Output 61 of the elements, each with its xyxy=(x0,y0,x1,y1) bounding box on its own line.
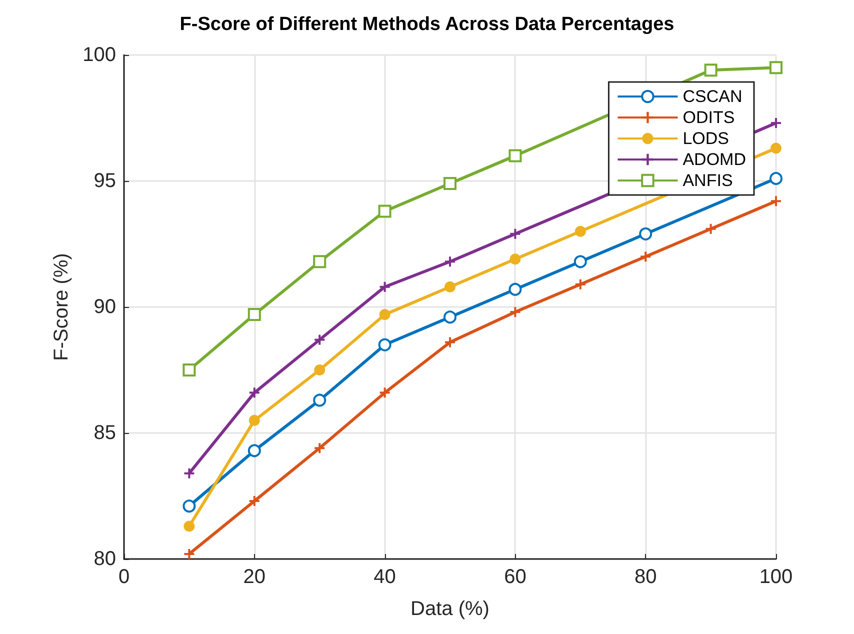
point xyxy=(444,177,456,190)
y-tick-label: 85 xyxy=(94,422,116,444)
x-tick-label: 80 xyxy=(634,566,657,588)
point xyxy=(508,149,522,162)
y-tick-label: 95 xyxy=(94,170,116,192)
point xyxy=(445,337,455,348)
legend-label: CSCAN xyxy=(682,87,742,106)
point xyxy=(704,64,718,77)
point xyxy=(313,255,326,268)
point xyxy=(771,196,781,206)
x-tick-label: 20 xyxy=(243,566,266,588)
point xyxy=(248,308,261,322)
legend-label: ANFIS xyxy=(682,171,733,190)
point xyxy=(510,228,520,239)
point xyxy=(706,224,716,234)
point xyxy=(640,252,651,262)
point xyxy=(248,414,260,426)
x-axis-title: Data (%) xyxy=(410,598,490,620)
point xyxy=(184,520,195,532)
point xyxy=(248,444,261,458)
point xyxy=(445,256,455,267)
point xyxy=(314,443,325,454)
point xyxy=(314,334,325,345)
legend-label: LODS xyxy=(682,129,730,148)
point xyxy=(574,255,587,268)
point xyxy=(770,172,782,185)
point xyxy=(184,468,194,478)
point xyxy=(182,500,196,513)
x-tick-label: 60 xyxy=(504,566,526,588)
point xyxy=(379,309,390,320)
point xyxy=(770,142,782,154)
point xyxy=(249,496,260,506)
point xyxy=(182,364,196,376)
point xyxy=(444,310,456,324)
y-axis-title: F-Score (%) xyxy=(50,253,73,361)
legend-label: ADOMD xyxy=(682,150,746,169)
x-tick-label: 40 xyxy=(374,566,396,588)
point xyxy=(771,118,781,128)
point xyxy=(378,204,392,218)
point xyxy=(314,364,326,376)
point xyxy=(313,394,326,407)
point xyxy=(444,281,456,292)
chart-title: F-Score of Different Methods Across Data Percentages xyxy=(180,14,674,35)
point xyxy=(770,61,782,74)
x-tick-label: 100 xyxy=(759,566,793,588)
point xyxy=(249,388,260,398)
point xyxy=(184,548,194,559)
point xyxy=(575,279,586,290)
point xyxy=(380,282,390,292)
x-tick-label: 0 xyxy=(118,566,130,588)
point xyxy=(508,282,522,296)
point xyxy=(510,307,520,318)
y-tick-label: 80 xyxy=(94,548,116,570)
point xyxy=(510,254,521,265)
point xyxy=(574,226,586,237)
point xyxy=(639,227,652,240)
point xyxy=(378,338,392,352)
point xyxy=(380,388,390,398)
y-tick-label: 90 xyxy=(94,296,116,318)
legend-label: ODITS xyxy=(682,108,735,127)
y-tick-label: 100 xyxy=(82,44,116,66)
